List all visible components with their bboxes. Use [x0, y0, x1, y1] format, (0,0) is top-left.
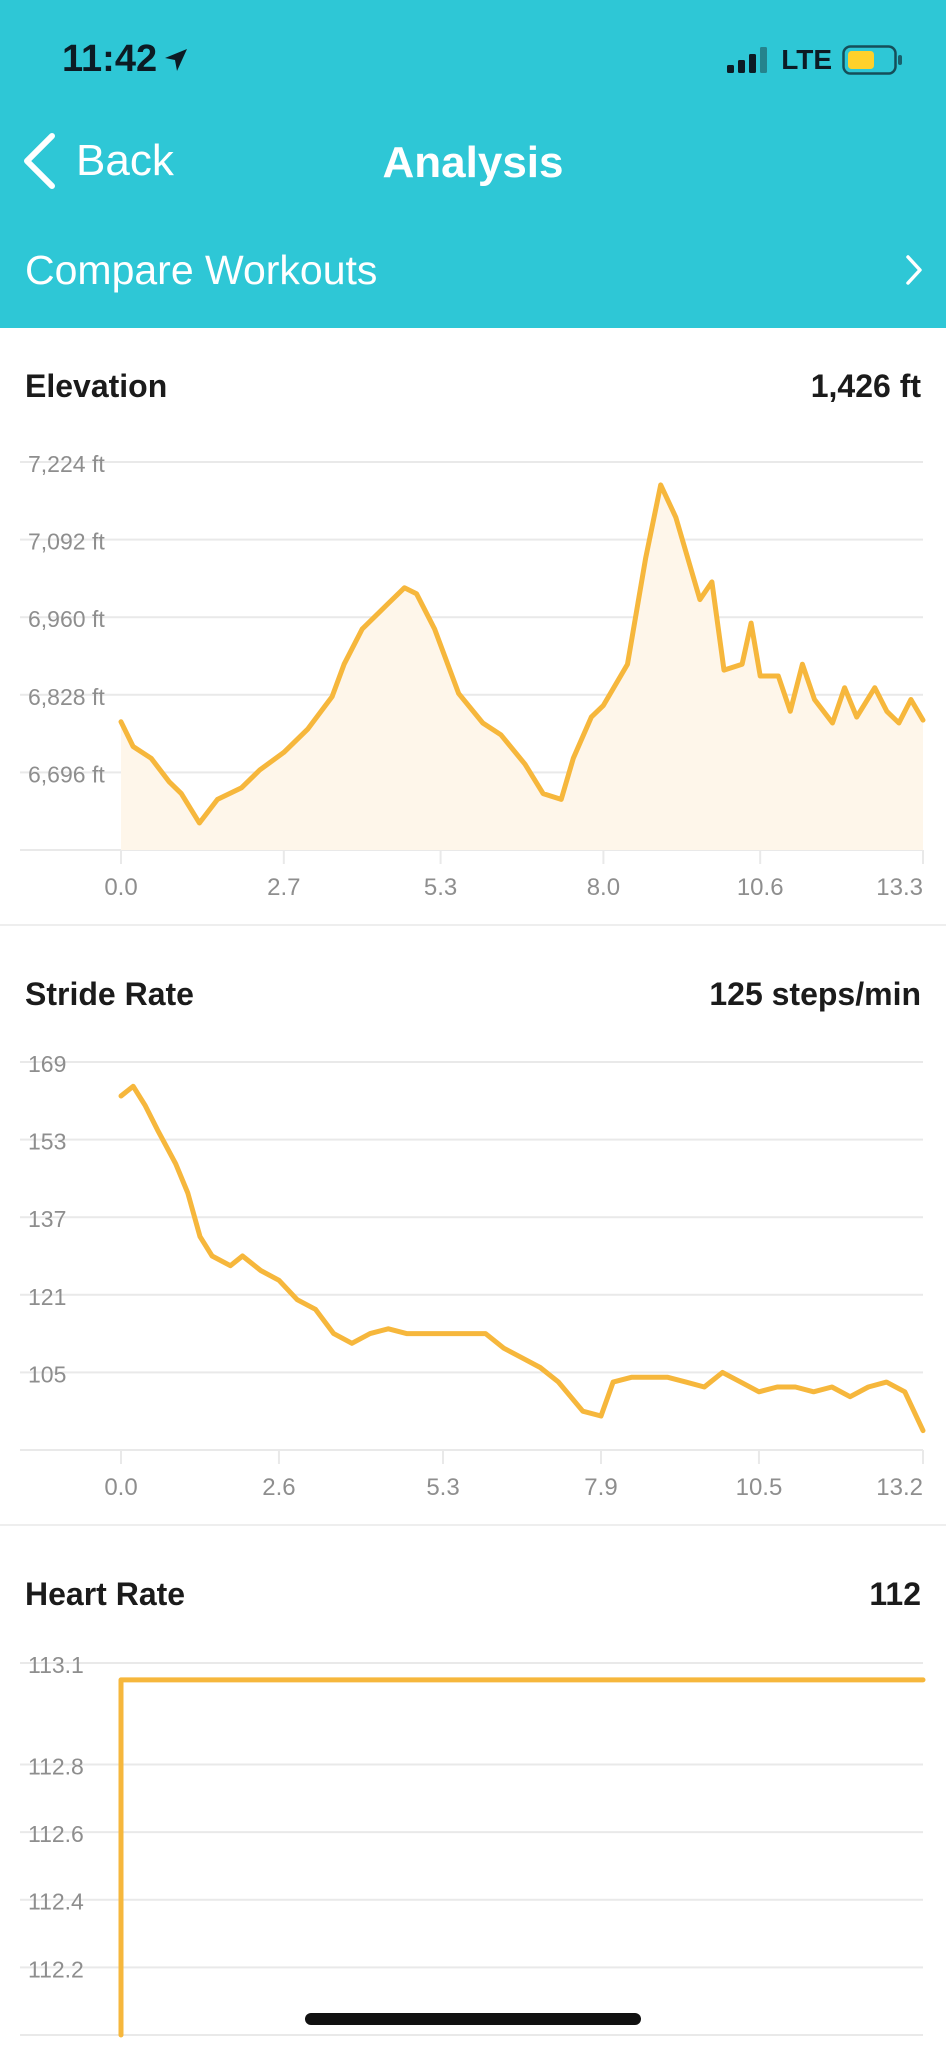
elevation-title: Elevation	[25, 368, 168, 404]
stride-rate-x-tick-label: 0.0	[104, 1474, 137, 1501]
elevation-x-tick-label: 8.0	[587, 874, 620, 901]
heart-rate-line	[118, 1677, 926, 2038]
heart-rate-y-tick-label: 113.1	[28, 1652, 84, 1678]
stride-rate-y-tick-label: 169	[28, 1051, 66, 1077]
section-divider	[0, 1524, 946, 1526]
heart-rate-y-tick-label: 112.2	[28, 1956, 84, 1982]
stride-rate-x-tick-label: 13.2	[876, 1474, 923, 1501]
compare-workouts-label: Compare Workouts	[25, 246, 378, 293]
heart-rate-y-tick-label: 112.4	[28, 1889, 84, 1915]
heart-rate-y-tick-label: 112.8	[28, 1753, 84, 1779]
network-label: LTE	[781, 44, 832, 75]
stride-rate-y-tick-label: 105	[28, 1361, 66, 1387]
heart-rate-value: 112	[869, 1576, 921, 1612]
back-label: Back	[76, 136, 174, 185]
stride-rate-line	[118, 1083, 926, 1434]
heart-rate-title: Heart Rate	[25, 1576, 186, 1612]
elevation-line	[118, 482, 926, 826]
elevation-y-tick-label: 6,828 ft	[28, 684, 105, 710]
stride-rate-x-tick-label: 2.6	[262, 1474, 295, 1501]
elevation-x-tick-label: 10.6	[737, 874, 784, 901]
stride-rate-y-tick-label: 153	[28, 1129, 66, 1155]
elevation-x-tick-label: 0.0	[104, 874, 137, 901]
elevation-y-tick-label: 6,696 ft	[28, 761, 105, 787]
home-indicator	[305, 2013, 641, 2025]
stride-rate-x-tick-label: 7.9	[584, 1474, 617, 1501]
stride-rate-y-tick-label: 121	[28, 1284, 66, 1310]
chevron-left-icon	[24, 133, 55, 189]
compare-workouts-row[interactable]: Compare Workouts	[0, 230, 946, 310]
elevation-y-tick-label: 6,960 ft	[28, 606, 105, 632]
stride-rate-y-tick-label: 137	[28, 1206, 66, 1232]
page-title: Analysis	[382, 138, 564, 187]
back-button[interactable]: Back	[22, 132, 174, 190]
elevation-y-tick-label: 7,224 ft	[28, 451, 105, 477]
elevation-area	[121, 484, 923, 850]
nav-header: 11:42 LTE Back Analysis Compare Workouts	[0, 0, 946, 328]
stride-rate-value: 125 steps/min	[709, 976, 921, 1012]
battery-icon	[842, 45, 902, 75]
status-time-text: 11:42	[62, 38, 158, 80]
elevation-x-tick-label: 13.3	[876, 874, 923, 901]
chevron-right-icon	[906, 255, 922, 285]
stride-rate-x-tick-label: 5.3	[426, 1474, 459, 1501]
status-indicators: LTE	[727, 44, 904, 76]
signal-bars-icon	[727, 47, 768, 73]
elevation-x-tick-label: 2.7	[267, 874, 300, 901]
elevation-x-tick-label: 5.3	[424, 874, 457, 901]
elevation-y-tick-label: 7,092 ft	[28, 529, 105, 555]
section-divider	[0, 924, 946, 926]
stride-rate-title: Stride Rate	[25, 976, 194, 1012]
elevation-value: 1,426 ft	[810, 368, 921, 404]
heart-rate-y-tick-label: 112.6	[28, 1821, 84, 1847]
stride-rate-x-tick-label: 10.5	[736, 1474, 783, 1501]
status-time: 11:42	[62, 38, 189, 81]
location-arrow-icon	[165, 48, 188, 71]
